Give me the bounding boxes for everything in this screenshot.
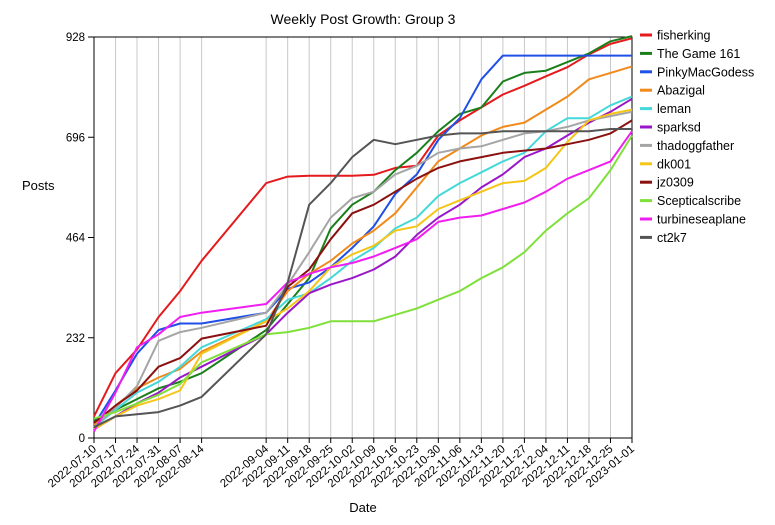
legend-label: ct2k7 <box>657 231 687 245</box>
chart-title: Weekly Post Growth: Group 3 <box>271 11 456 27</box>
legend-label: PinkyMacGodess <box>657 65 754 79</box>
series-line-dk001 <box>93 108 633 431</box>
y-axis: 0 232 464 696 928 <box>66 32 94 445</box>
legend-label: The Game 161 <box>657 47 740 61</box>
legend-label: Scepticalscribe <box>657 194 741 208</box>
series-line-fisherking <box>93 37 633 417</box>
series-line-ct2k7 <box>93 128 632 429</box>
y-axis-label: Posts <box>22 178 55 193</box>
x-axis: 2022-07-102022-07-172022-07-242022-07-31… <box>46 438 637 490</box>
legend-label: turbineseaplane <box>657 213 746 227</box>
legend-label: thadoggfather <box>657 139 734 153</box>
series-line-scepticalscribe <box>93 134 633 420</box>
series-line-turbineseaplane <box>93 130 633 432</box>
series-line-sparksd <box>93 97 633 431</box>
y-tick-label: 232 <box>66 333 85 345</box>
series-line-thadoggfather <box>93 110 633 428</box>
legend-label: jz0309 <box>656 176 694 190</box>
y-tick-label: 696 <box>66 132 85 144</box>
legend-label: Abazigal <box>657 84 705 98</box>
series-line-pinkymacgodess <box>93 54 632 426</box>
legend-label: fisherking <box>657 29 711 43</box>
grid-lines <box>93 37 633 438</box>
legend: fisherking The Game 161 PinkyMacGodess Abaz… <box>640 29 754 245</box>
y-tick-label: 464 <box>66 233 86 245</box>
y-tick-label: 0 <box>79 433 85 445</box>
series-lines <box>93 35 633 432</box>
legend-label: dk001 <box>657 157 691 171</box>
series-line-the-game-161 <box>93 35 633 422</box>
legend-label: sparksd <box>657 121 701 135</box>
series-line-jz0309 <box>93 119 633 424</box>
y-tick-label: 928 <box>66 32 85 44</box>
x-axis-label: Date <box>349 500 376 515</box>
legend-label: leman <box>657 102 691 116</box>
